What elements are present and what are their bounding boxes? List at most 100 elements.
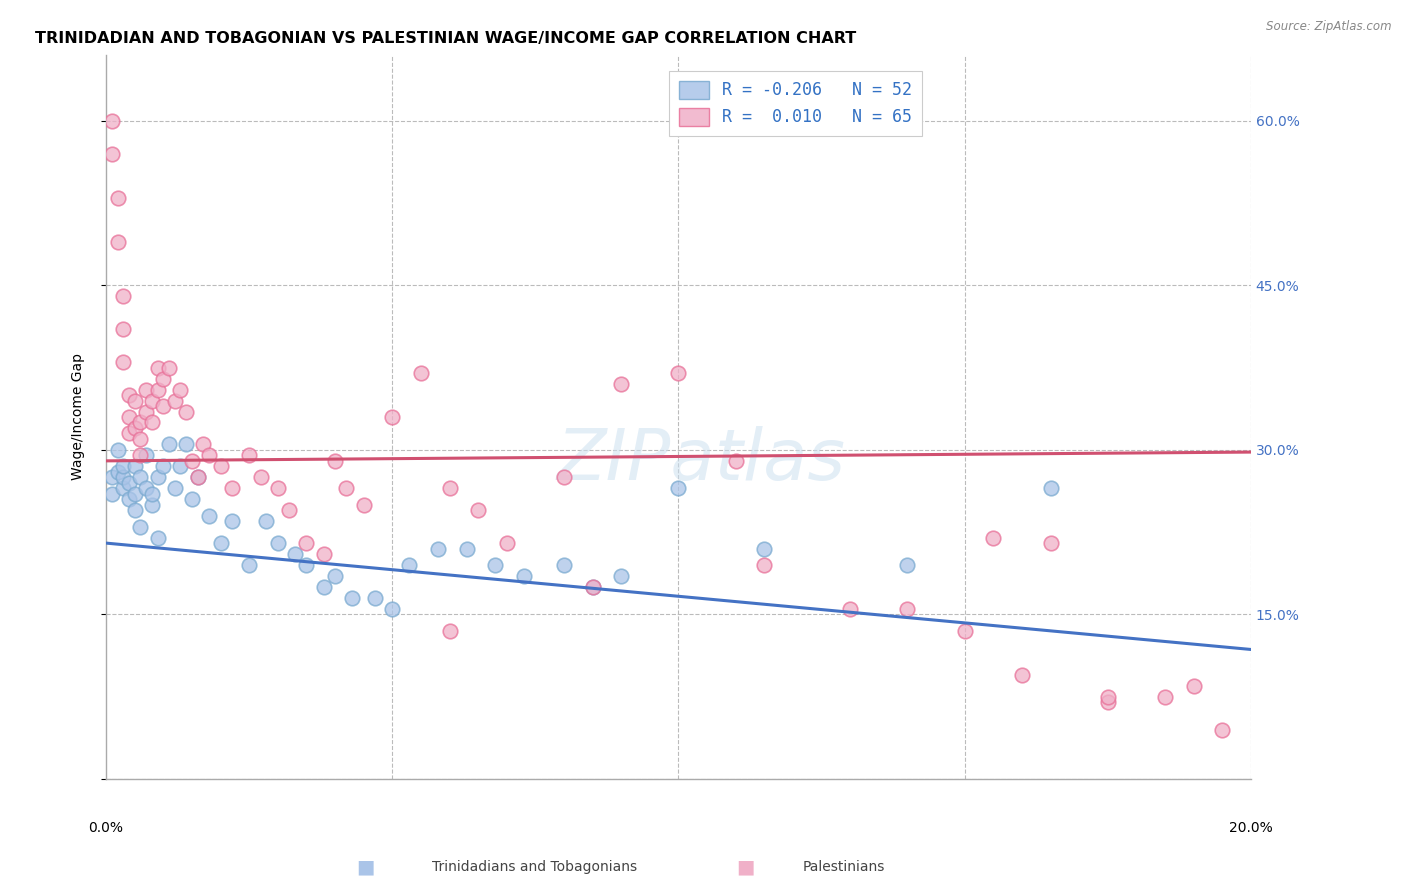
Point: [107, 442, 129, 457]
Point: [439, 481, 461, 495]
Point: [456, 541, 478, 556]
Point: [209, 459, 232, 474]
Point: [484, 558, 506, 572]
Point: [174, 404, 197, 418]
Point: [364, 591, 387, 605]
Point: [295, 558, 318, 572]
Point: [467, 503, 489, 517]
Point: [1039, 481, 1062, 495]
Point: [181, 492, 204, 507]
Point: [118, 426, 141, 441]
Point: [107, 465, 129, 479]
Point: [267, 536, 290, 550]
Point: [107, 235, 129, 249]
Point: [193, 437, 215, 451]
Point: [335, 481, 357, 495]
Text: Trinidadians and Tobagonians: Trinidadians and Tobagonians: [432, 860, 637, 874]
Point: [169, 459, 191, 474]
Point: [553, 558, 575, 572]
Point: [118, 409, 141, 424]
Point: [187, 470, 209, 484]
Point: [323, 454, 346, 468]
Point: [101, 487, 124, 501]
Text: 0.0%: 0.0%: [89, 821, 124, 835]
Y-axis label: Wage/Income Gap: Wage/Income Gap: [72, 353, 86, 481]
Point: [101, 470, 124, 484]
Point: [181, 454, 204, 468]
Point: [221, 514, 243, 528]
Point: [342, 591, 364, 605]
Point: [187, 470, 209, 484]
Point: [146, 470, 169, 484]
Point: [118, 492, 141, 507]
Point: [112, 459, 135, 474]
Point: [1154, 690, 1177, 704]
Point: [209, 536, 232, 550]
Point: [141, 416, 163, 430]
Point: [323, 569, 346, 583]
Point: [754, 558, 776, 572]
Point: [1011, 667, 1033, 681]
Point: [398, 558, 420, 572]
Point: [152, 399, 174, 413]
Point: [112, 470, 135, 484]
Point: [1211, 723, 1233, 737]
Point: [129, 519, 152, 533]
Point: [1097, 695, 1119, 709]
Point: [129, 416, 152, 430]
Point: [135, 383, 157, 397]
Point: [668, 481, 690, 495]
Point: [238, 449, 260, 463]
Point: [427, 541, 450, 556]
Point: [1097, 690, 1119, 704]
Point: [163, 481, 186, 495]
Point: [312, 547, 335, 561]
Point: [169, 383, 191, 397]
Point: [267, 481, 290, 495]
Point: [157, 360, 180, 375]
Point: [409, 366, 432, 380]
Point: [221, 481, 243, 495]
Point: [107, 191, 129, 205]
Point: [135, 404, 157, 418]
Point: [249, 470, 271, 484]
Point: [141, 498, 163, 512]
Point: [610, 569, 633, 583]
Point: [581, 580, 603, 594]
Point: [124, 393, 146, 408]
Point: [839, 602, 862, 616]
Point: [129, 449, 152, 463]
Text: ■: ■: [735, 857, 755, 877]
Point: [1182, 679, 1205, 693]
Text: Source: ZipAtlas.com: Source: ZipAtlas.com: [1267, 20, 1392, 33]
Point: [610, 377, 633, 392]
Point: [353, 498, 375, 512]
Point: [1039, 536, 1062, 550]
Point: [896, 558, 918, 572]
Point: [124, 487, 146, 501]
Point: [157, 437, 180, 451]
Text: 20.0%: 20.0%: [1229, 821, 1272, 835]
Point: [163, 393, 186, 408]
Point: [553, 470, 575, 484]
Point: [135, 481, 157, 495]
Point: [668, 366, 690, 380]
Point: [118, 475, 141, 490]
Point: [495, 536, 517, 550]
Point: [135, 449, 157, 463]
Point: [112, 355, 135, 369]
Point: [284, 547, 307, 561]
Point: [124, 503, 146, 517]
Point: [581, 580, 603, 594]
Point: [198, 508, 221, 523]
Point: [896, 602, 918, 616]
Text: ZIPatlas: ZIPatlas: [557, 425, 846, 495]
Point: [112, 322, 135, 336]
Point: [981, 531, 1004, 545]
Point: [174, 437, 197, 451]
Point: [295, 536, 318, 550]
Point: [381, 409, 404, 424]
Point: [152, 371, 174, 385]
Point: [141, 487, 163, 501]
Point: [141, 393, 163, 408]
